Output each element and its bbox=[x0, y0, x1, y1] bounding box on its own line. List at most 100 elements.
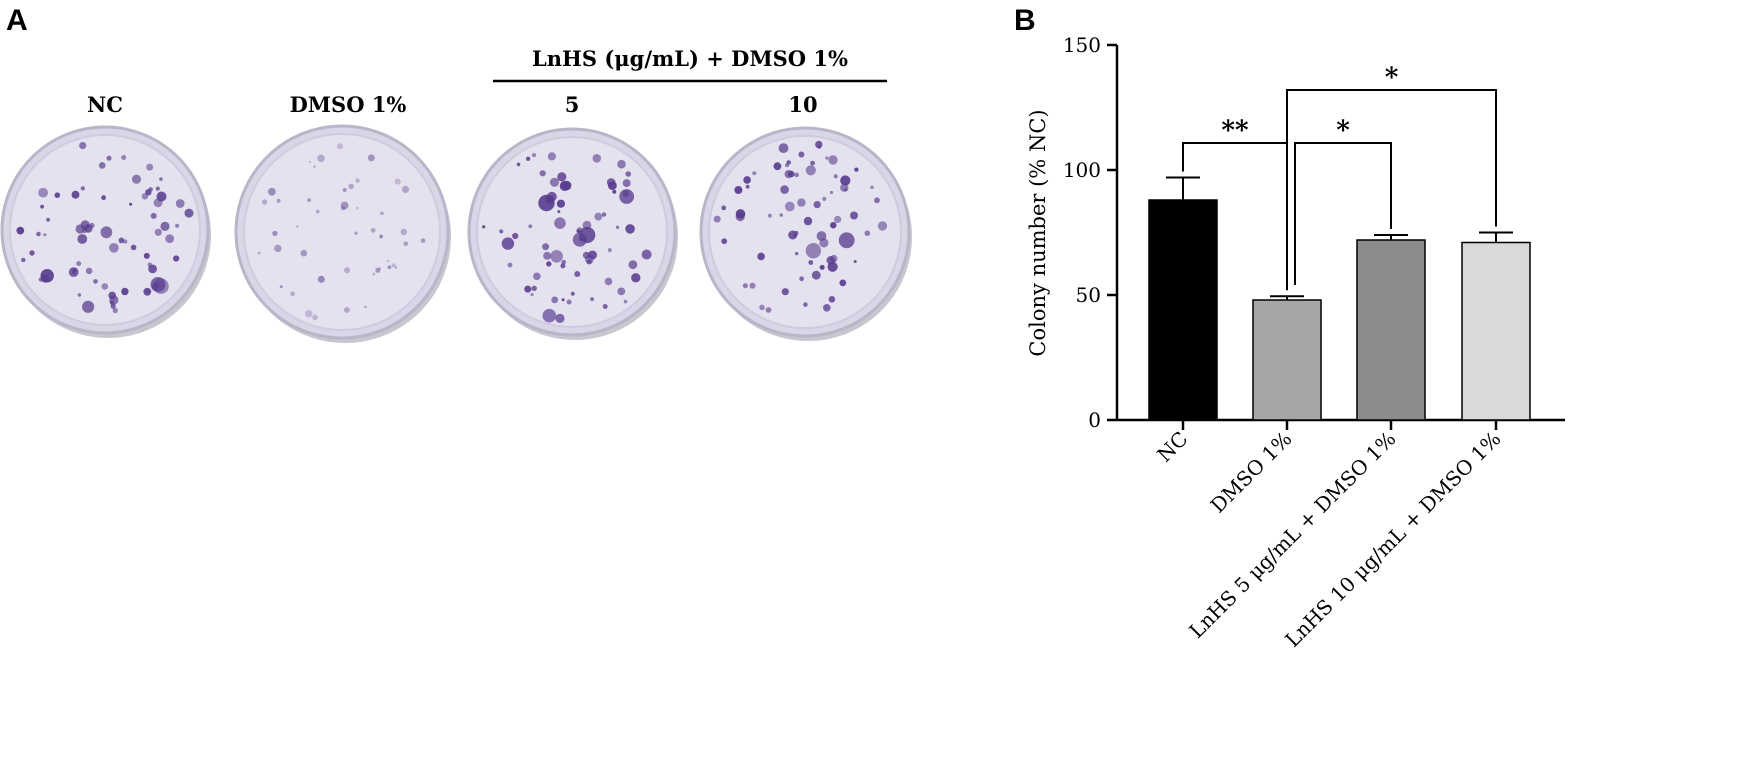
colony bbox=[118, 237, 125, 244]
colony bbox=[617, 159, 626, 169]
colony bbox=[625, 224, 635, 234]
plate-1 bbox=[0, 125, 211, 338]
colony bbox=[808, 260, 814, 265]
colony bbox=[342, 188, 347, 192]
colony bbox=[745, 184, 750, 189]
y-tick-label: 0 bbox=[1088, 408, 1101, 432]
colony bbox=[380, 211, 384, 216]
colony bbox=[825, 156, 829, 160]
colony bbox=[109, 295, 119, 305]
significance-label: * bbox=[1385, 63, 1399, 93]
colony bbox=[794, 172, 799, 178]
colony bbox=[850, 211, 858, 220]
y-tick-label: 150 bbox=[1063, 33, 1101, 57]
bar-1 bbox=[1148, 199, 1218, 421]
colony bbox=[530, 293, 534, 297]
colony bbox=[354, 231, 358, 235]
colony bbox=[143, 287, 152, 296]
x-tick-label-4: LnHS 10 μg/mL + DMSO 1% bbox=[1280, 427, 1505, 652]
colony bbox=[864, 230, 871, 236]
colony bbox=[387, 259, 390, 263]
colony bbox=[813, 201, 821, 209]
colony bbox=[313, 165, 316, 168]
colony bbox=[543, 251, 552, 260]
colony bbox=[759, 304, 765, 311]
colony bbox=[43, 233, 47, 237]
y-tick-label: 100 bbox=[1063, 158, 1101, 182]
colony bbox=[165, 234, 175, 244]
colony bbox=[592, 154, 602, 163]
colony bbox=[840, 183, 849, 192]
colony bbox=[146, 163, 154, 171]
colony bbox=[257, 251, 261, 255]
colony bbox=[853, 260, 857, 263]
colony bbox=[147, 262, 153, 268]
colony bbox=[68, 267, 79, 277]
colony bbox=[793, 234, 797, 238]
colony bbox=[337, 143, 344, 150]
colony bbox=[151, 282, 159, 291]
colony bbox=[619, 189, 635, 204]
colony bbox=[781, 288, 789, 296]
colony bbox=[101, 195, 106, 201]
colony bbox=[623, 299, 628, 304]
colony bbox=[100, 226, 113, 239]
colony bbox=[38, 277, 43, 282]
colony bbox=[184, 208, 194, 218]
colony bbox=[823, 304, 831, 312]
colony bbox=[798, 151, 805, 158]
colony bbox=[795, 251, 799, 256]
colony bbox=[874, 197, 880, 204]
colony bbox=[367, 154, 375, 162]
colony bbox=[531, 285, 537, 291]
colony bbox=[829, 190, 834, 195]
colony bbox=[80, 186, 85, 191]
x-tick-label-1: NC bbox=[1152, 427, 1192, 467]
colony bbox=[155, 186, 160, 191]
colony bbox=[780, 185, 789, 194]
plate-label-dmso: DMSO 1% bbox=[290, 92, 407, 117]
colony bbox=[550, 249, 563, 263]
colony bbox=[46, 217, 50, 222]
colony bbox=[387, 265, 392, 270]
colony bbox=[531, 153, 537, 158]
colony bbox=[622, 179, 631, 188]
colony bbox=[315, 209, 320, 214]
significance-bracket-3: * bbox=[1286, 63, 1497, 285]
colony bbox=[799, 276, 804, 282]
colony bbox=[834, 215, 842, 223]
plate-label-10: 10 bbox=[788, 92, 817, 117]
colony bbox=[788, 170, 795, 178]
colony bbox=[822, 196, 827, 201]
colony bbox=[828, 296, 836, 303]
chart-layer: 0 50 100 150 NC DMSO 1%LnHS 5 μg/mL + DMSO 1%… bbox=[1063, 33, 1565, 652]
colony bbox=[173, 255, 180, 262]
colony bbox=[608, 181, 617, 191]
colony bbox=[604, 277, 613, 286]
panel-b-letter: B bbox=[1014, 4, 1036, 37]
colony bbox=[617, 287, 626, 296]
colony bbox=[735, 209, 746, 219]
colony bbox=[312, 314, 318, 321]
colony bbox=[547, 191, 557, 202]
colony bbox=[765, 307, 772, 313]
colony bbox=[143, 252, 150, 259]
colony bbox=[80, 220, 90, 230]
colony bbox=[93, 279, 98, 284]
colony bbox=[579, 226, 596, 244]
colony bbox=[641, 249, 652, 260]
colony bbox=[300, 249, 308, 257]
colony bbox=[141, 193, 149, 200]
colony bbox=[272, 230, 278, 236]
colony bbox=[355, 178, 360, 183]
colony bbox=[175, 199, 185, 208]
colony bbox=[713, 215, 721, 223]
colony bbox=[557, 210, 561, 214]
colony bbox=[79, 142, 87, 150]
colony bbox=[375, 267, 381, 273]
x-tick-label-3: LnHS 5 μg/mL + DMSO 1% bbox=[1184, 427, 1400, 643]
colony bbox=[276, 198, 281, 203]
colony bbox=[379, 234, 383, 239]
colony bbox=[524, 285, 532, 293]
colony bbox=[420, 238, 426, 243]
